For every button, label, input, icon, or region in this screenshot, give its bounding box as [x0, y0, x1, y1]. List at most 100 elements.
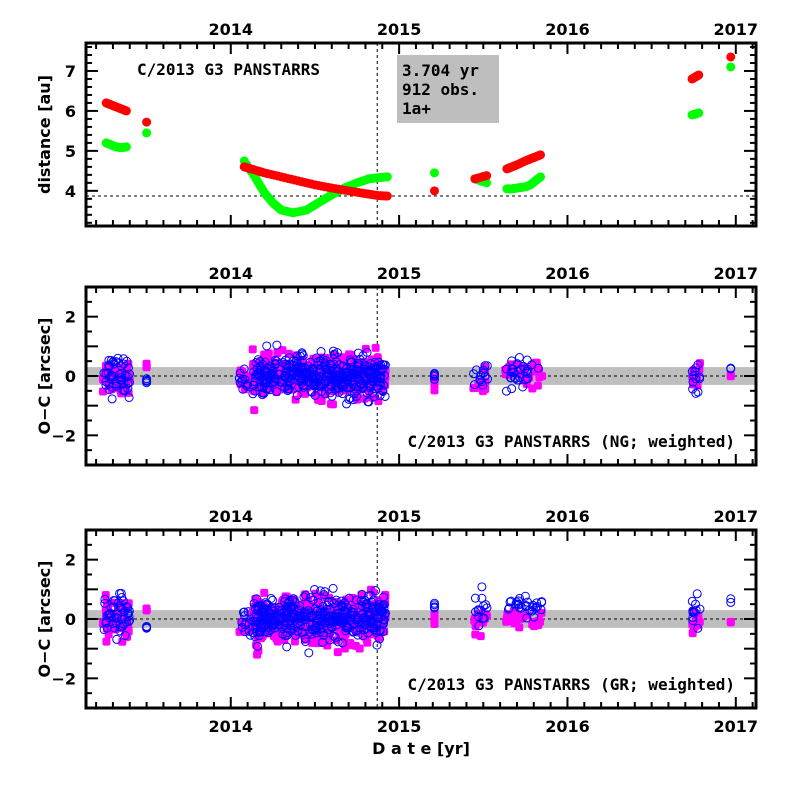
y-axis-label: O−C [arcsec]	[35, 561, 54, 678]
data-point-heliocentric-distance	[429, 186, 439, 196]
residual-open-point	[115, 375, 125, 385]
residual-open-point	[123, 384, 133, 394]
data-point-heliocentric-distance	[536, 150, 546, 160]
residual-open-point	[368, 616, 378, 626]
residual-open-point	[342, 383, 352, 393]
residual-open-point	[114, 597, 124, 607]
residual-open-point	[380, 391, 390, 401]
y-axis-label: O−C [arcsec]	[35, 318, 54, 435]
residual-open-point	[478, 614, 488, 624]
residual-open-point	[289, 610, 299, 620]
data-point-heliocentric-distance	[142, 117, 152, 127]
residual-filled-point	[250, 406, 259, 415]
residual-open-point	[508, 364, 518, 374]
residual-open-point	[512, 597, 522, 607]
residual-filled-point	[430, 386, 439, 395]
residual-open-point	[376, 380, 386, 390]
residual-open-point	[429, 603, 439, 613]
residual-open-point	[693, 387, 703, 397]
residual-open-point	[688, 377, 698, 387]
data-point-heliocentric-distance	[694, 70, 704, 80]
x-tick-label: 2017	[714, 20, 759, 39]
x-tick-label: 2015	[377, 717, 422, 736]
residual-open-point	[299, 592, 309, 602]
residual-open-point	[292, 605, 302, 615]
residual-open-point	[536, 605, 546, 615]
residual-open-point	[688, 612, 698, 622]
residual-filled-point	[333, 648, 342, 657]
residual-open-point	[303, 361, 313, 371]
residual-open-point	[250, 373, 260, 383]
residual-filled-point	[253, 650, 262, 659]
residual-open-point	[478, 365, 488, 375]
residual-open-point	[429, 374, 439, 384]
residual-filled-point	[142, 359, 151, 368]
residual-open-point	[327, 622, 337, 632]
residual-open-point	[125, 369, 135, 379]
residual-open-point	[370, 357, 380, 367]
data-point-geocentric-distance	[121, 142, 131, 152]
residual-open-point	[689, 371, 699, 381]
residual-open-point	[313, 357, 323, 367]
residual-open-point	[115, 588, 125, 598]
residual-open-point	[255, 357, 265, 367]
residual-open-point	[256, 607, 266, 617]
residual-filled-point	[273, 348, 282, 357]
x-tick-label: 2014	[209, 20, 254, 39]
y-tick-label: 2	[65, 308, 76, 327]
residual-filled-point	[533, 617, 542, 626]
residual-open-point	[118, 596, 128, 606]
sigma-band	[86, 610, 756, 628]
plot-area	[86, 43, 756, 226]
residual-open-point	[477, 377, 487, 387]
residual-open-point	[124, 392, 134, 402]
x-tick-label: 2017	[714, 717, 759, 736]
residual-open-point	[291, 361, 301, 371]
residual-open-point	[101, 377, 111, 387]
residual-open-point	[262, 604, 272, 614]
residual-open-point	[378, 386, 388, 396]
residual-open-point	[288, 623, 298, 633]
residual-open-point	[338, 638, 348, 648]
y-tick-label: 5	[65, 142, 76, 161]
residual-open-point	[237, 622, 247, 632]
residual-open-point	[507, 384, 517, 394]
residual-open-point	[248, 389, 258, 399]
x-tick-label: 2016	[545, 264, 590, 283]
residual-open-point	[308, 595, 318, 605]
residual-open-point	[317, 379, 327, 389]
residual-open-point	[353, 348, 363, 358]
residual-open-point	[294, 382, 304, 392]
residual-open-point	[357, 589, 367, 599]
info-box-line: 3.704 yr	[402, 61, 479, 80]
residual-open-point	[99, 368, 109, 378]
residual-open-point	[529, 612, 539, 622]
residual-open-point	[301, 371, 311, 381]
residual-open-point	[688, 608, 698, 618]
residual-filled-point	[726, 372, 735, 381]
residual-filled-point	[430, 620, 439, 629]
residual-open-point	[252, 627, 262, 637]
residual-open-point	[298, 351, 308, 361]
residual-open-point	[311, 353, 321, 363]
residual-open-point	[120, 631, 130, 641]
residual-open-point	[272, 340, 282, 350]
data-point-heliocentric-distance	[482, 171, 492, 181]
residual-open-point	[330, 350, 340, 360]
data-point-heliocentric-distance	[382, 191, 392, 201]
residual-open-point	[308, 377, 318, 387]
residual-open-point	[284, 598, 294, 608]
residual-open-point	[282, 361, 292, 371]
residuals-gr-panel: 2014 2014 2015 2015 2016 2016 2017 2017 −2 0 2 O−C …	[35, 507, 758, 736]
residual-open-point	[366, 590, 376, 600]
residual-open-point	[337, 373, 347, 383]
residual-open-point	[305, 593, 315, 603]
residual-open-point	[726, 363, 736, 373]
residual-open-point	[318, 623, 328, 633]
residual-open-point	[284, 353, 294, 363]
residual-open-point	[369, 612, 379, 622]
residual-open-point	[318, 601, 328, 611]
residual-open-point	[249, 367, 259, 377]
residual-open-point	[257, 620, 267, 630]
